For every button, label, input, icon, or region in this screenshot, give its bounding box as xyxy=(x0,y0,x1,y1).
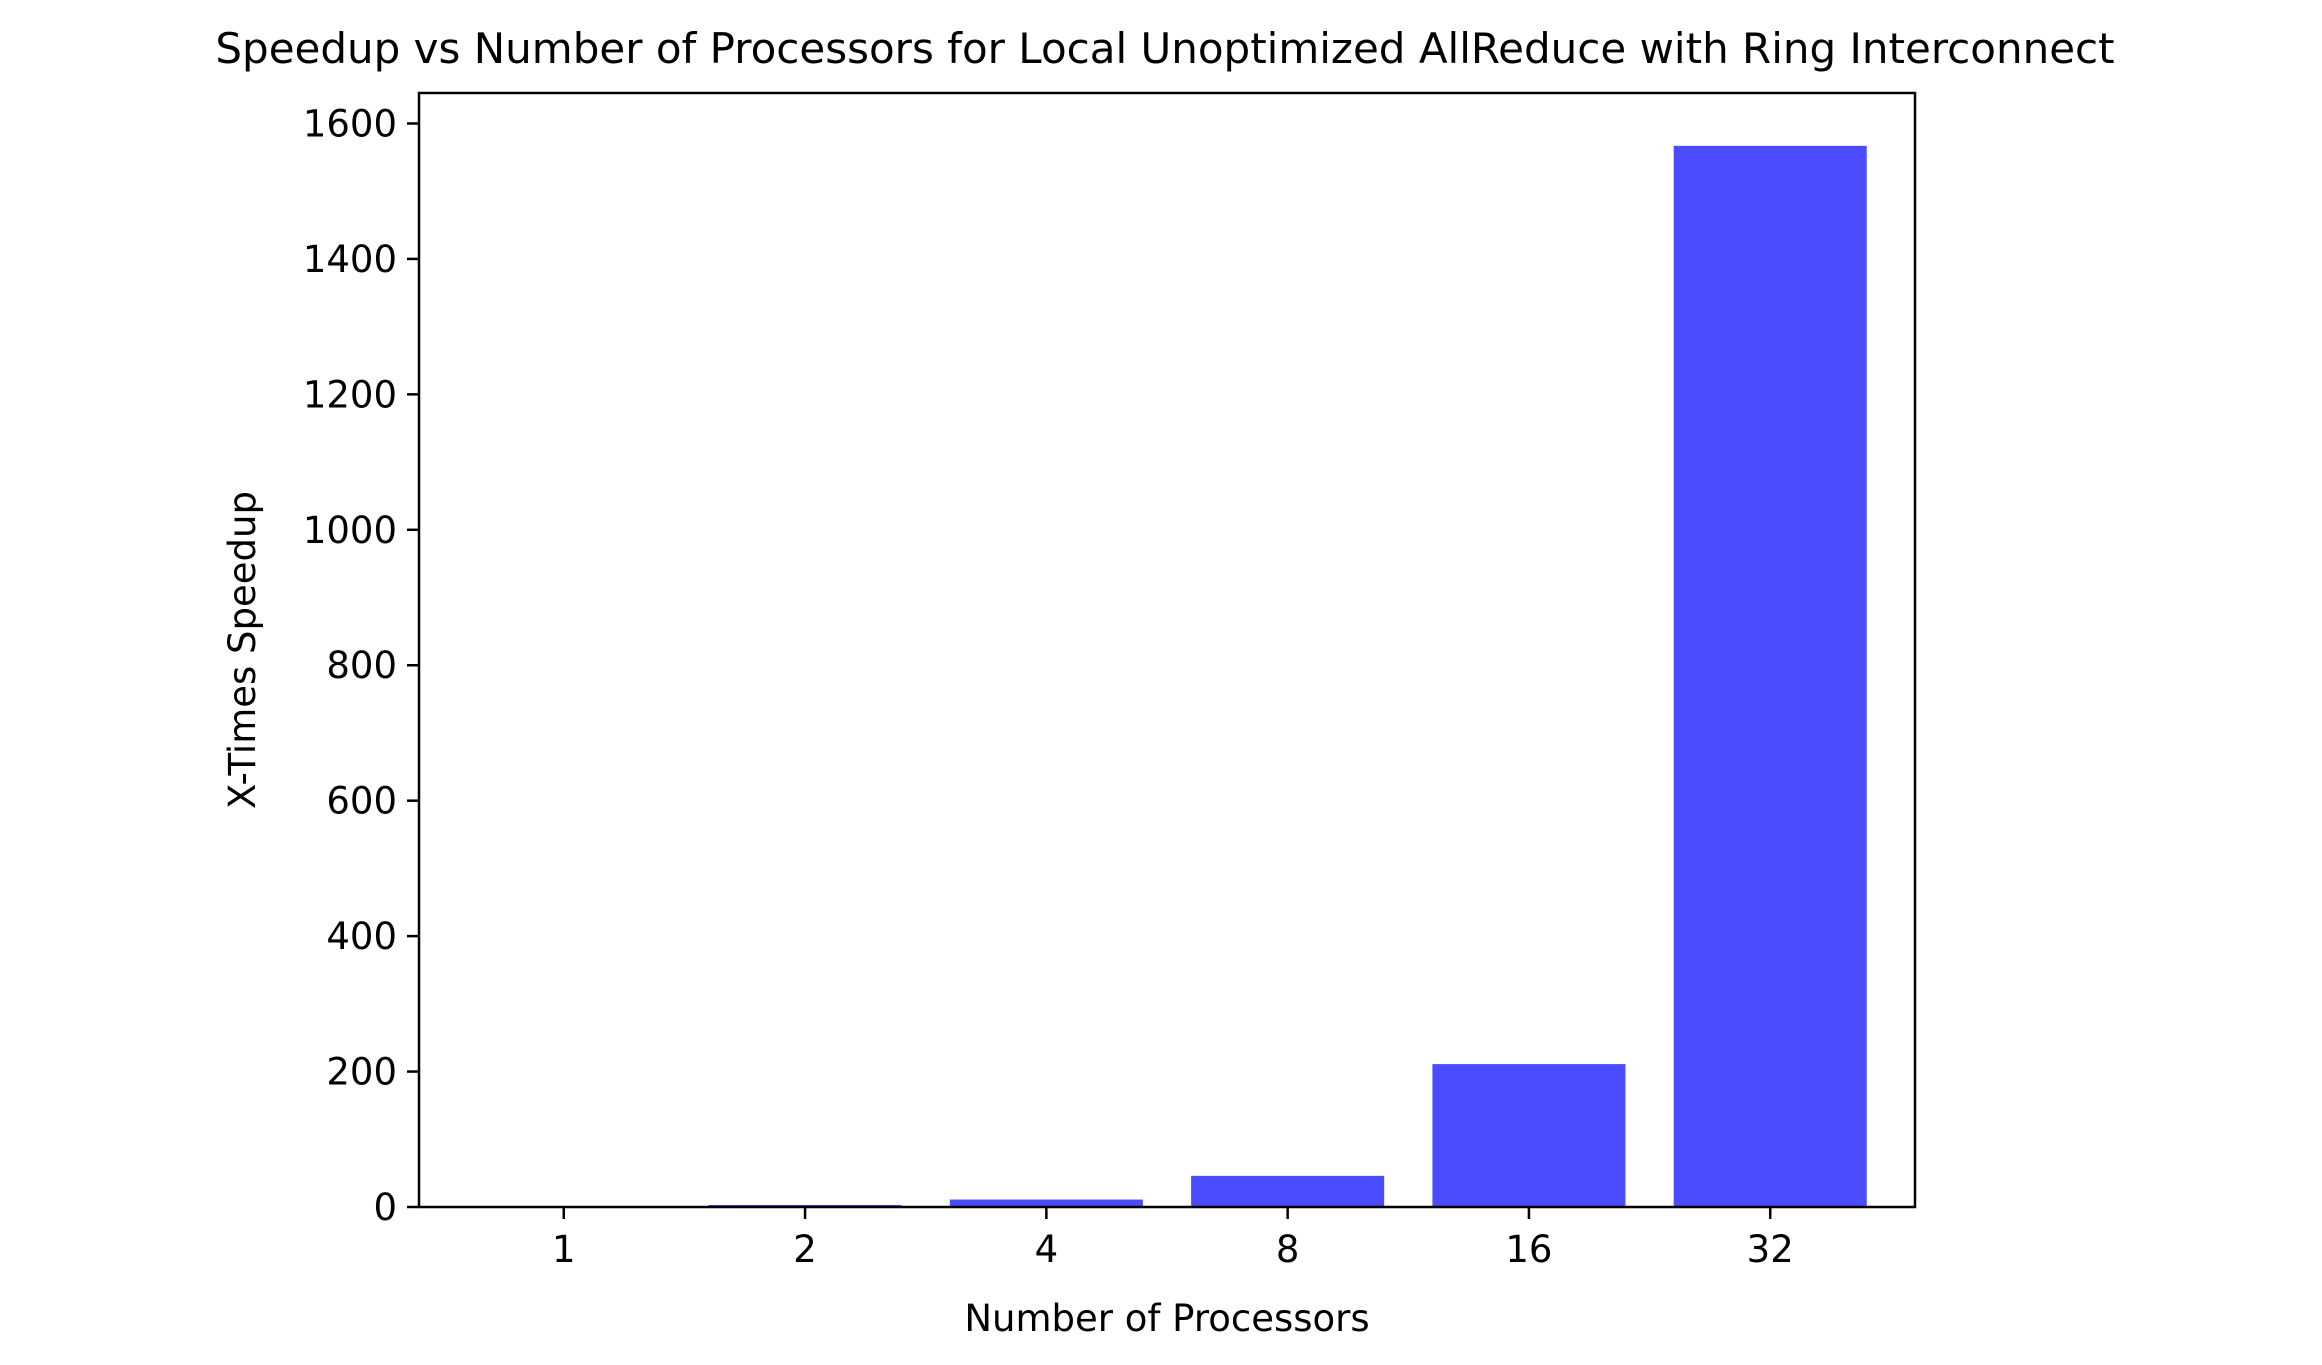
x-tick-label: 4 xyxy=(1035,1228,1059,1271)
x-tick-label: 16 xyxy=(1505,1228,1552,1271)
y-tick-label: 400 xyxy=(326,915,397,958)
y-tick-label: 0 xyxy=(373,1186,397,1229)
x-axis-ticks: 1 2 4 8 16 32 xyxy=(552,1207,1794,1271)
y-axis-label: X-Times Speedup xyxy=(221,491,264,809)
x-axis-label: Number of Processors xyxy=(964,1297,1369,1340)
bar-8 xyxy=(1191,1175,1385,1207)
y-tick-label: 1000 xyxy=(303,509,397,552)
chart-title: Speedup vs Number of Processors for Loca… xyxy=(215,24,2114,73)
bar-16 xyxy=(1432,1064,1626,1207)
y-tick-label: 600 xyxy=(326,780,397,823)
x-tick-label: 1 xyxy=(552,1228,576,1271)
x-tick-label: 32 xyxy=(1747,1228,1794,1271)
bars-layer xyxy=(467,145,1867,1207)
y-axis-ticks: 0 200 400 600 800 1000 1200 1400 1600 xyxy=(303,102,419,1229)
bar-4 xyxy=(949,1199,1143,1207)
y-tick-label: 200 xyxy=(326,1051,397,1094)
x-tick-label: 8 xyxy=(1276,1228,1300,1271)
plot-frame xyxy=(417,91,1917,1209)
y-tick-label: 800 xyxy=(326,644,397,687)
bar-32 xyxy=(1673,145,1867,1207)
y-tick-label: 1600 xyxy=(303,102,397,145)
y-tick-label: 1400 xyxy=(303,238,397,281)
y-tick-label: 1200 xyxy=(303,373,397,416)
x-tick-label: 2 xyxy=(793,1228,817,1271)
